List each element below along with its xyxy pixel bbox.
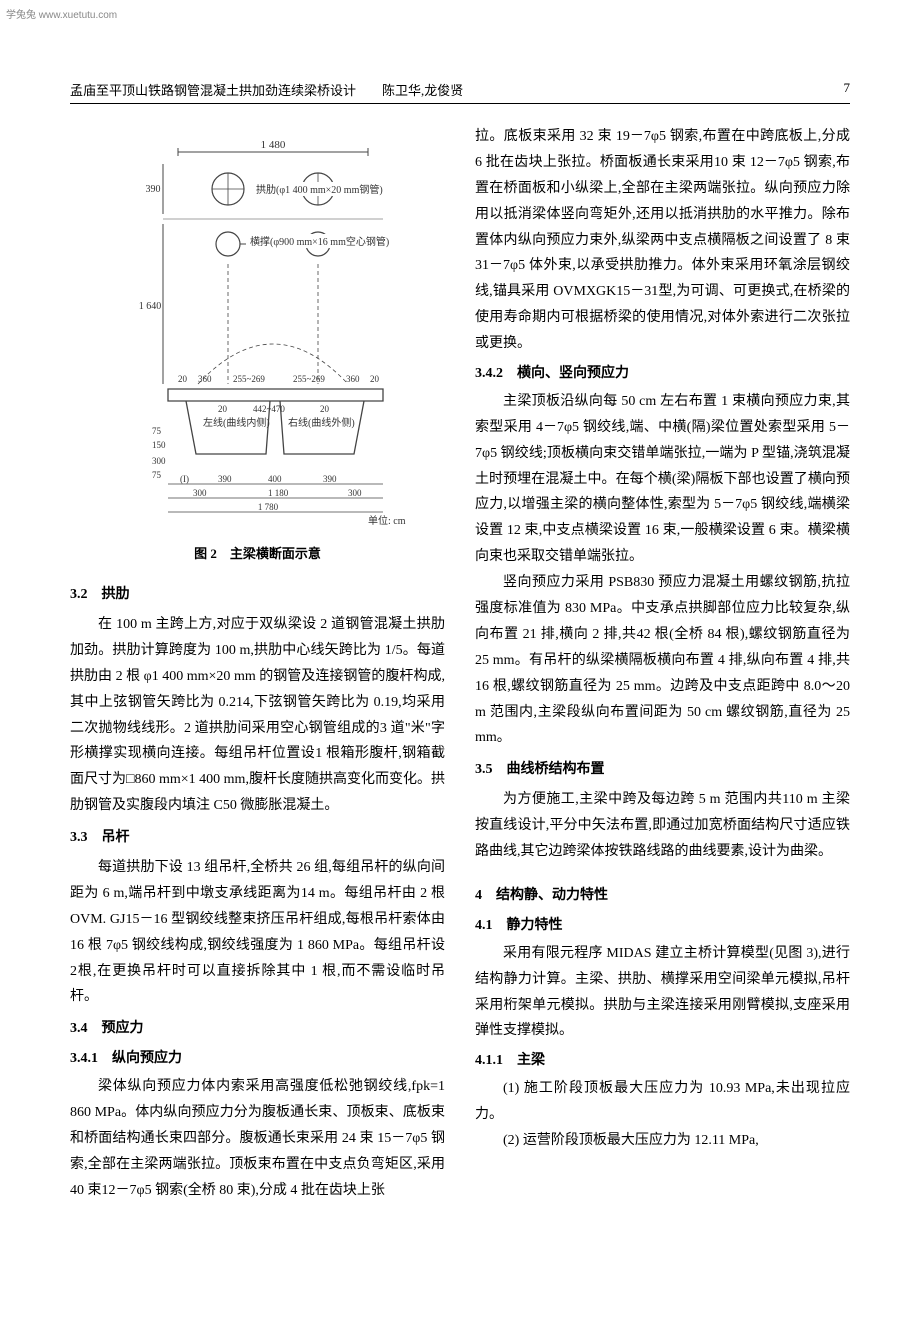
right-column: 拉。底板束采用 32 束 19－7φ5 钢索,布置在中跨底板上,分成 6 批在齿… [475, 124, 850, 1204]
section-4-1-1-para-2: (2) 运营阶段顶板最大压应力为 12.11 MPa, [475, 1128, 850, 1154]
svg-text:300: 300 [152, 456, 166, 466]
svg-text:20: 20 [370, 374, 380, 384]
svg-text:255~269: 255~269 [233, 374, 265, 384]
section-3-4-2-title: 3.4.2 横向、竖向预应力 [475, 361, 850, 387]
section-4-title: 4 结构静、动力特性 [475, 883, 850, 909]
section-4-1-para: 采用有限元程序 MIDAS 建立主桥计算模型(见图 3),进行结构静力计算。主梁… [475, 941, 850, 1045]
two-column-content: 1 480 390 拱肋(φ1 400 mm×20 mm钢管) [70, 124, 850, 1204]
svg-text:360: 360 [346, 374, 360, 384]
section-3-2-title: 3.2 拱肋 [70, 582, 445, 608]
page-container: 孟庙至平顶山铁路钢管混凝土拱加劲连续梁桥设计 陈卫华,龙俊贤 7 1 480 [0, 0, 920, 1244]
svg-text:横撑(φ900 mm×16 mm空心钢管): 横撑(φ900 mm×16 mm空心钢管) [250, 235, 389, 248]
svg-text:400: 400 [268, 474, 282, 484]
section-4-1-1-title: 4.1.1 主梁 [475, 1048, 850, 1074]
section-3-5-title: 3.5 曲线桥结构布置 [475, 757, 850, 783]
figure-2-caption: 图 2 主梁横断面示意 [70, 542, 445, 566]
section-3-3-title: 3.3 吊杆 [70, 825, 445, 851]
page-number: 7 [820, 80, 850, 99]
section-3-4-title: 3.4 预应力 [70, 1016, 445, 1042]
svg-text:1 780: 1 780 [257, 502, 278, 512]
figure-2-svg: 1 480 390 拱肋(φ1 400 mm×20 mm钢管) [108, 134, 408, 534]
svg-text:(I): (I) [180, 474, 189, 484]
svg-text:360: 360 [198, 374, 212, 384]
section-3-2-para: 在 100 m 主跨上方,对应于双纵梁设 2 道钢管混凝土拱肋加劲。拱肋计算跨度… [70, 612, 445, 819]
continuation-para: 拉。底板束采用 32 束 19－7φ5 钢索,布置在中跨底板上,分成 6 批在齿… [475, 124, 850, 357]
svg-text:442~470: 442~470 [253, 404, 285, 414]
svg-text:390: 390 [145, 184, 160, 195]
svg-text:75: 75 [152, 470, 162, 480]
section-3-4-1-para: 梁体纵向预应力体内索采用高强度低松弛钢绞线,fpk=1 860 MPa。体内纵向… [70, 1074, 445, 1203]
svg-text:拱肋(φ1 400 mm×20 mm钢管): 拱肋(φ1 400 mm×20 mm钢管) [256, 183, 383, 196]
svg-text:390: 390 [218, 474, 232, 484]
svg-text:20: 20 [320, 404, 330, 414]
svg-text:300: 300 [193, 488, 207, 498]
section-4-1-1-para-1: (1) 施工阶段顶板最大压应力为 10.93 MPa,未出现拉应力。 [475, 1076, 850, 1128]
watermark-text: 学兔兔 www.xuetutu.com [6, 6, 117, 21]
dim-top: 1 480 [260, 139, 285, 151]
svg-text:右线(曲线外侧): 右线(曲线外侧) [288, 416, 355, 429]
section-3-4-1-title: 3.4.1 纵向预应力 [70, 1046, 445, 1072]
section-3-5-para: 为方便施工,主梁中跨及每边跨 5 m 范围内共110 m 主梁按直线设计,平分中… [475, 787, 850, 865]
header-title: 孟庙至平顶山铁路钢管混凝土拱加劲连续梁桥设计 陈卫华,龙俊贤 [70, 80, 820, 99]
section-3-4-2-para-2: 竖向预应力采用 PSB830 预应力混凝土用螺纹钢筋,抗拉强度标准值为 830 … [475, 570, 850, 751]
page-header: 孟庙至平顶山铁路钢管混凝土拱加劲连续梁桥设计 陈卫华,龙俊贤 7 [70, 80, 850, 104]
svg-text:390: 390 [323, 474, 337, 484]
svg-text:20: 20 [178, 374, 188, 384]
section-3-4-2-para-1: 主梁顶板沿纵向每 50 cm 左右布置 1 束横向预应力束,其索型采用 4－7φ… [475, 389, 850, 570]
svg-text:1 640: 1 640 [138, 301, 161, 312]
section-3-3-para: 每道拱肋下设 13 组吊杆,全桥共 26 组,每组吊杆的纵向间距为 6 m,端吊… [70, 855, 445, 1010]
svg-text:150: 150 [152, 440, 166, 450]
svg-text:255~269: 255~269 [293, 374, 325, 384]
svg-text:300: 300 [348, 488, 362, 498]
svg-text:1 180: 1 180 [268, 488, 289, 498]
svg-text:75: 75 [152, 426, 162, 436]
svg-text:单位: cm: 单位: cm [368, 514, 406, 527]
svg-text:20: 20 [218, 404, 228, 414]
section-4-1-title: 4.1 静力特性 [475, 913, 850, 939]
svg-text:左线(曲线内侧): 左线(曲线内侧) [203, 416, 270, 429]
left-column: 1 480 390 拱肋(φ1 400 mm×20 mm钢管) [70, 124, 445, 1204]
figure-2: 1 480 390 拱肋(φ1 400 mm×20 mm钢管) [70, 134, 445, 566]
